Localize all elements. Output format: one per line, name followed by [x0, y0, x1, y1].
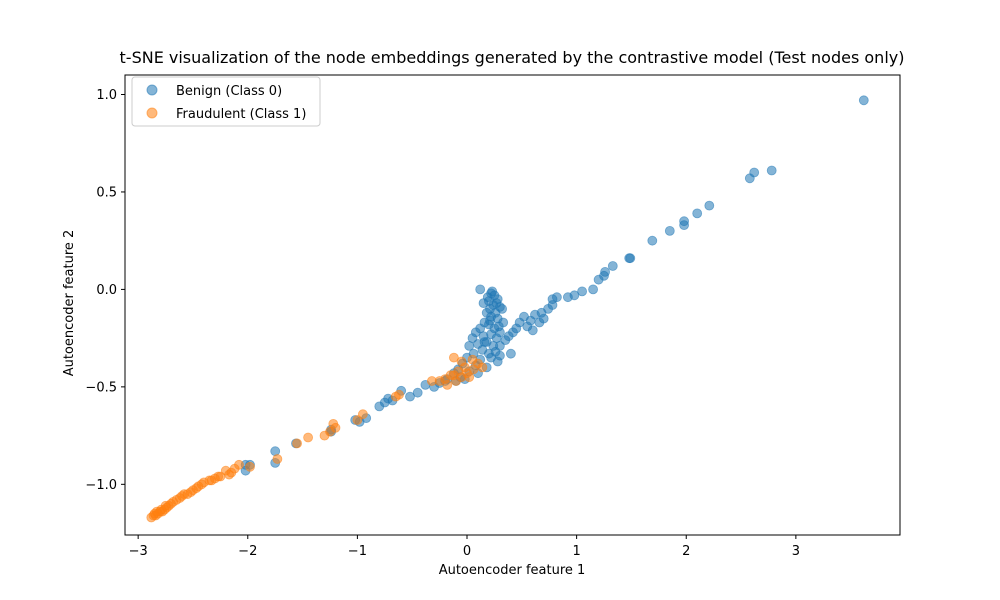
y-tick-label: 1.0 [96, 88, 117, 103]
data-point-fraudulent [394, 389, 404, 400]
data-point-fraudulent [448, 352, 459, 363]
data-point-benign [479, 337, 490, 347]
data-point-benign [464, 340, 475, 351]
x-tick-label: −3 [129, 544, 148, 559]
data-point-benign [538, 313, 549, 324]
data-point-fraudulent [245, 461, 255, 472]
y-tick-label: 0.0 [96, 283, 117, 298]
y-axis-label: Autoencoder feature 2 [62, 230, 77, 377]
plot-frame [124, 74, 901, 536]
data-point-fraudulent [191, 483, 202, 494]
data-point-fraudulent [426, 376, 437, 386]
legend-label-fraudulent: Fraudulent (Class 1) [176, 107, 306, 122]
data-point-fraudulent [303, 432, 314, 443]
data-point-benign [679, 220, 689, 231]
x-tick-label: −1 [348, 544, 367, 559]
legend-box [131, 76, 321, 127]
data-point-benign [405, 391, 415, 402]
legend-marker-fraudulent [146, 107, 158, 119]
data-point-fraudulent [464, 372, 475, 383]
data-point-benign [475, 284, 486, 295]
data-point-benign [563, 292, 573, 303]
x-tick-label: 2 [682, 544, 690, 559]
data-point-fraudulent [226, 467, 237, 478]
data-point-fraudulent [319, 430, 330, 441]
data-point-fraudulent [448, 370, 459, 381]
data-point-benign [577, 286, 587, 297]
y-tick-label: 0.5 [96, 185, 117, 200]
data-point-benign [490, 346, 501, 357]
data-point-benign [607, 261, 618, 271]
y-tick-label: −0.5 [85, 380, 117, 395]
x-tick-label: −2 [238, 544, 257, 559]
data-point-benign [858, 95, 869, 106]
data-point-fraudulent [160, 500, 171, 511]
data-point-benign [482, 292, 493, 303]
legend-marker-benign [146, 84, 158, 96]
data-point-benign [766, 165, 777, 176]
data-point-benign [527, 325, 538, 336]
data-point-benign [491, 298, 502, 309]
legend: Benign (Class 0) Fraudulent (Class 1) [131, 76, 321, 127]
data-point-benign [647, 235, 658, 246]
data-point-benign [704, 200, 715, 211]
data-point-fraudulent [357, 409, 368, 420]
data-point-benign [412, 387, 423, 398]
data-point-benign [593, 274, 604, 285]
data-point-benign [588, 284, 598, 295]
legend-label-benign: Benign (Class 0) [176, 84, 282, 99]
x-tick-label: 0 [463, 544, 471, 559]
data-point-benign [374, 401, 385, 412]
x-tick-label: 3 [792, 544, 800, 559]
data-point-benign [624, 253, 635, 264]
data-point-benign [485, 315, 495, 326]
data-point-benign [485, 303, 495, 314]
data-point-fraudulent [213, 471, 224, 482]
data-points [146, 95, 869, 523]
data-point-fraudulent [292, 438, 303, 449]
chart-title: t-SNE visualization of the node embeddin… [120, 48, 905, 67]
data-point-benign [744, 173, 755, 184]
axes: −3 −2 −1 0 1 2 3 −1.0 −0.5 0.0 0.5 1.0 [85, 74, 901, 559]
x-axis-label: Autoencoder feature 1 [439, 563, 586, 578]
y-tick-label: −1.0 [85, 478, 117, 493]
data-point-benign [505, 348, 516, 359]
x-tick-label: 1 [572, 544, 580, 559]
data-point-fraudulent [272, 454, 283, 464]
data-point-benign [692, 208, 703, 219]
data-point-benign [493, 321, 504, 332]
data-point-benign [664, 225, 675, 236]
data-point-fraudulent [442, 379, 453, 390]
data-point-fraudulent [477, 362, 488, 373]
